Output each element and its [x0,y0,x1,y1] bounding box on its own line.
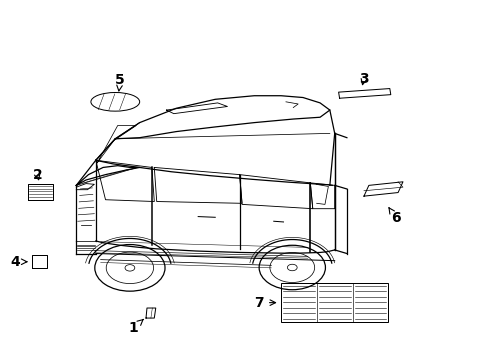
Text: 1: 1 [128,319,143,335]
Bar [281,283,387,321]
Text: 5: 5 [115,73,125,91]
Text: 4: 4 [10,255,27,269]
Text: 7: 7 [254,296,275,310]
Text: 2: 2 [32,168,42,182]
Text: 6: 6 [388,208,400,225]
Text: 3: 3 [358,72,368,86]
